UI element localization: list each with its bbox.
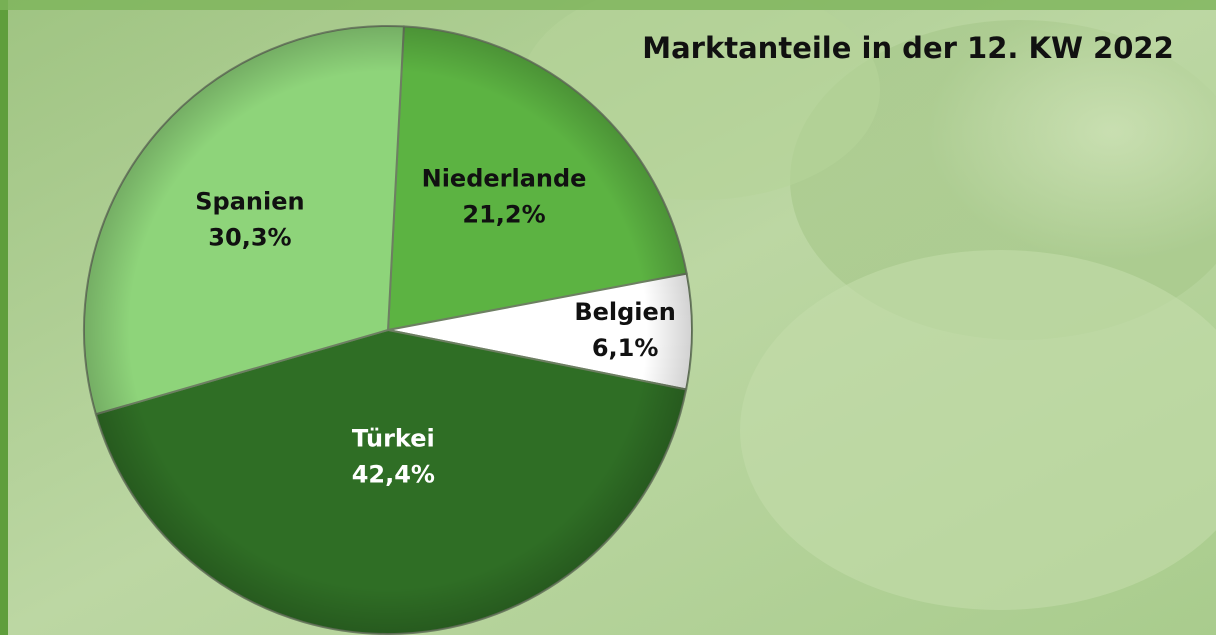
value-label: 6,1% bbox=[592, 334, 659, 362]
border-top bbox=[0, 0, 1216, 10]
value-label: 42,4% bbox=[352, 461, 435, 489]
chart-title: Marktanteile in der 12. KW 2022 bbox=[642, 31, 1174, 65]
slice-label: Belgien bbox=[574, 298, 676, 326]
pie bbox=[83, 25, 693, 635]
background-shape bbox=[740, 250, 1216, 610]
border-left bbox=[0, 0, 8, 635]
slice-label: Spanien bbox=[195, 187, 304, 215]
slice-label: Niederlande bbox=[422, 164, 587, 192]
value-label: 21,2% bbox=[462, 200, 545, 228]
slice-label: Türkei bbox=[352, 425, 435, 453]
background-shape bbox=[790, 20, 1216, 340]
value-label: 30,3% bbox=[208, 223, 291, 251]
